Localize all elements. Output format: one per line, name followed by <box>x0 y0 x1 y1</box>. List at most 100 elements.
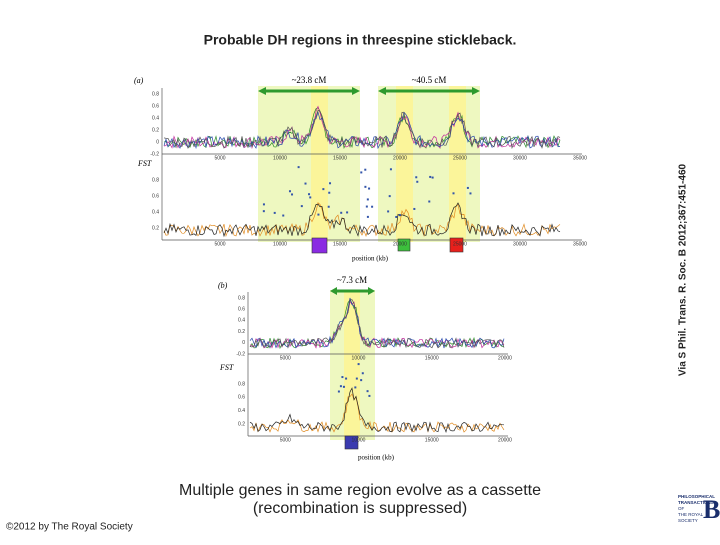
scatter-dot <box>339 385 342 388</box>
region-shade <box>258 86 360 242</box>
logo-text: SOCIETY <box>678 518 698 523</box>
x-tick-label: 15000 <box>333 155 347 161</box>
y-tick-label: 0.6 <box>152 193 159 199</box>
scatter-dot <box>469 192 472 195</box>
trace <box>249 393 505 433</box>
panel-label: (b) <box>218 281 228 290</box>
y-tick-label: 0.4 <box>238 408 245 414</box>
x-tick-label: 10000 <box>273 155 287 161</box>
trace <box>249 297 505 349</box>
caption-line: Multiple genes in same region evolve as … <box>179 482 541 499</box>
scatter-dot <box>364 185 367 188</box>
y-tick-label: 0.6 <box>152 103 159 109</box>
scatter-dot <box>395 215 398 218</box>
region-label: ~40.5 cM <box>412 75 447 85</box>
scatter-dot <box>273 211 276 214</box>
y-tick-label: 0.8 <box>152 91 159 97</box>
scatter-dot <box>288 190 291 193</box>
trace <box>249 387 505 434</box>
x-tick-label: 5000 <box>280 355 291 361</box>
scatter-dot <box>309 196 312 199</box>
scatter-dot <box>262 210 265 213</box>
scatter-dot <box>342 385 345 388</box>
y-tick-label: 0.4 <box>152 209 159 215</box>
caption-line: (recombination is suppressed) <box>253 500 467 517</box>
trace <box>163 202 561 238</box>
y-tick-label: 0.2 <box>152 225 159 231</box>
scatter-dot <box>291 193 294 196</box>
y-tick-label: 0.6 <box>238 395 245 401</box>
scatter-dot <box>340 211 343 214</box>
copyright: ©2012 by The Royal Society <box>6 522 133 533</box>
scatter-dot <box>308 193 311 196</box>
scatter-dot <box>398 214 401 217</box>
gene-marker <box>344 435 359 450</box>
source-citation: Via S Phil. Trans. R. Soc. B 2012;367:45… <box>678 163 689 376</box>
gene-stripe <box>396 86 413 242</box>
axis-label: FST <box>137 159 152 168</box>
scatter-dot <box>327 205 330 208</box>
x-tick-label: 15000 <box>333 241 347 247</box>
logo-text: PHILOSOPHICAL <box>678 494 715 499</box>
trace <box>249 299 505 349</box>
y-tick-label: 0.2 <box>238 329 245 335</box>
scatter-dot <box>317 213 320 216</box>
x-tick-label: 15000 <box>425 437 439 443</box>
gene-stripe <box>344 290 360 440</box>
x-tick-label: 35000 <box>573 241 587 247</box>
scatter-dot <box>428 200 431 203</box>
scatter-dot <box>365 205 368 208</box>
gene-marker <box>397 238 411 252</box>
y-tick-label: 0.4 <box>238 318 245 324</box>
region-label: ~7.3 cM <box>337 275 367 285</box>
y-tick-label: 0 <box>156 139 159 145</box>
slide-title: Probable DH regions in threespine stickl… <box>204 32 517 48</box>
scatter-dot <box>262 203 265 206</box>
scatter-dot <box>388 195 391 198</box>
logo-text: TRANSACTIONS <box>678 500 714 505</box>
y-tick-label: 0.4 <box>152 115 159 121</box>
logo-text: OF <box>678 506 685 511</box>
x-tick-label: 25000 <box>453 241 467 247</box>
x-tick-label: 10000 <box>273 241 287 247</box>
x-tick-label: 5000 <box>214 241 225 247</box>
scatter-dot <box>466 186 469 189</box>
scatter-dot <box>452 192 455 195</box>
y-tick-label: 0.2 <box>238 421 245 427</box>
scatter-dot <box>416 180 419 183</box>
y-tick-label: -0.2 <box>150 151 159 157</box>
y-tick-label: 0 <box>242 340 245 346</box>
scatter-dot <box>366 198 369 201</box>
panel-label: (a) <box>134 76 144 85</box>
scatter-dot <box>346 211 349 214</box>
scatter-dot <box>304 182 307 185</box>
x-tick-label: 30000 <box>513 241 527 247</box>
axis-label: position (kb) <box>358 454 395 462</box>
scatter-dot <box>282 214 285 217</box>
x-tick-label: 30000 <box>513 155 527 161</box>
scatter-dot <box>429 175 432 178</box>
scatter-dot <box>341 376 344 379</box>
scatter-dot <box>413 207 416 210</box>
x-tick-label: 20000 <box>498 437 512 443</box>
arrow-head <box>352 87 360 95</box>
region-label: ~23.8 cM <box>292 75 327 85</box>
scatter-dot <box>355 377 358 380</box>
gene-marker <box>311 237 328 254</box>
scatter-dot <box>354 386 357 389</box>
y-tick-label: -0.2 <box>236 351 245 357</box>
y-tick-label: 0.6 <box>238 307 245 313</box>
arrow-head <box>378 87 386 95</box>
scatter-dot <box>360 379 363 382</box>
scatter-dot <box>297 166 300 169</box>
x-tick-label: 10000 <box>352 355 366 361</box>
scatter-dot <box>328 191 331 194</box>
x-tick-label: 20000 <box>393 155 407 161</box>
gene-marker <box>449 237 464 253</box>
y-tick-label: 0.8 <box>152 177 159 183</box>
figure: (a) ~23.8 cM ~40.5 cM FST position (kb) … <box>134 75 587 462</box>
x-tick-label: 5000 <box>214 155 225 161</box>
scatter-dot <box>389 168 392 171</box>
scatter-dot <box>329 182 332 185</box>
scatter-dot <box>322 188 325 191</box>
